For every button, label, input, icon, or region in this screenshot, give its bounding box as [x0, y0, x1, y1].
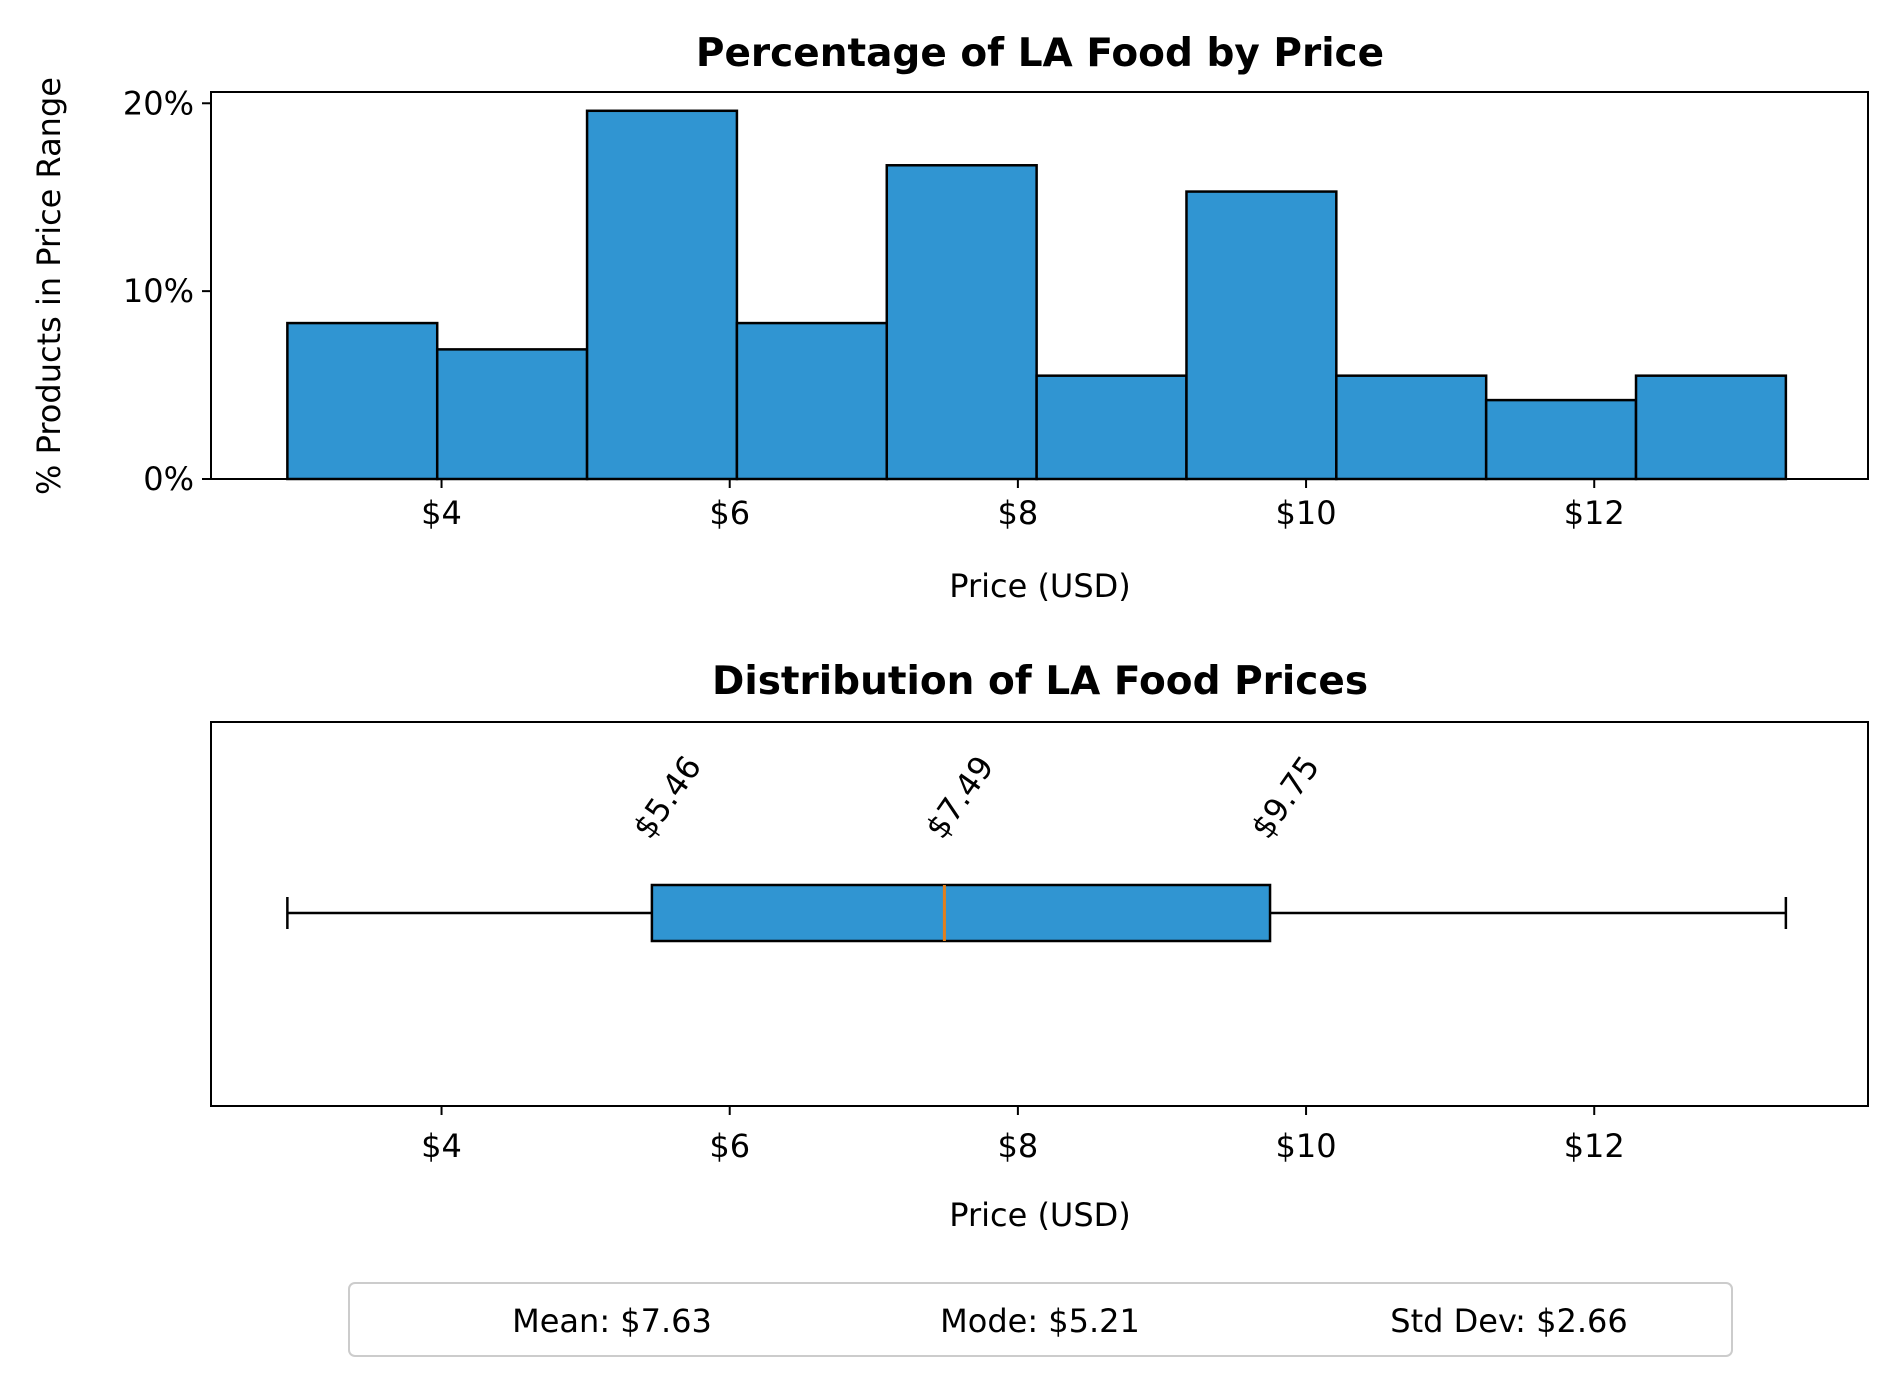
boxplot-x-tick-label: $10 [1276, 1127, 1337, 1165]
stats-legend: Mean: $7.63 Mode: $5.21 Std Dev: $2.66 [348, 1282, 1733, 1357]
histogram-bar [286, 321, 439, 481]
stat-mode: Mode: $5.21 [940, 1302, 1140, 1340]
histogram-bar [735, 321, 889, 481]
histogram-bars [286, 109, 1788, 481]
boxplot-quartile-label: $5.46 [625, 749, 709, 846]
histogram-bar [1484, 398, 1638, 481]
boxplot-marks: $5.46 $7.49 $9.75 [286, 749, 1788, 943]
boxplot-x-tick-label: $4 [421, 1127, 462, 1165]
histogram-x-tick-label: $10 [1276, 494, 1337, 532]
histogram-bar [1634, 374, 1788, 481]
histogram-y-axis-label: % Products in Price Range [30, 77, 68, 495]
histogram-x-axis-label: Price (USD) [949, 567, 1131, 605]
boxplot-x-tick-label: $6 [709, 1127, 750, 1165]
histogram-x-tick-label: $6 [709, 494, 750, 532]
stat-std-dev: Std Dev: $2.66 [1390, 1302, 1627, 1340]
histogram-bar [1185, 190, 1338, 481]
histogram-x-tick-label: $8 [998, 494, 1039, 532]
histogram-title: Percentage of LA Food by Price [696, 31, 1384, 76]
boxplot-frame [210, 721, 1869, 1107]
boxplot-x-tick-label: $12 [1564, 1127, 1625, 1165]
stats-legend-frame [348, 1282, 1733, 1357]
histogram-y-tick-label: 10% [123, 272, 194, 310]
boxplot-x-axis-label: Price (USD) [949, 1196, 1131, 1234]
histogram-x-tick-label: $12 [1564, 494, 1625, 532]
histogram-bar [435, 348, 589, 481]
histogram-y-tick-label: 0% [143, 460, 194, 498]
boxplot-box [650, 883, 1272, 943]
histogram-x-tick-label: $4 [421, 494, 462, 532]
histogram-bar [585, 109, 739, 481]
boxplot-quartile-label: $7.49 [918, 749, 1002, 846]
boxplot-title: Distribution of LA Food Prices [712, 659, 1368, 704]
boxplot-quartile-label: $9.75 [1243, 749, 1327, 846]
histogram-y-ticks: 0% 10% 20% [123, 84, 211, 498]
histogram-bar [885, 164, 1038, 481]
histogram-bar [1335, 374, 1488, 481]
stat-mean: Mean: $7.63 [512, 1302, 712, 1340]
boxplot-x-tick-label: $8 [998, 1127, 1039, 1165]
histogram-x-ticks: $4 $6 $8 $10 $12 [421, 479, 1625, 532]
histogram-panel: Percentage of LA Food by Price $4 $6 $8 $10… [30, 31, 1869, 605]
histogram-y-tick-label: 20% [123, 84, 194, 122]
boxplot-panel: Distribution of LA Food Prices $5.46 $7.4… [210, 659, 1869, 1234]
histogram-bar [1035, 374, 1188, 481]
boxplot-x-ticks: $4 $6 $8 $10 $12 [421, 1106, 1625, 1165]
histogram-frame [210, 91, 1869, 480]
